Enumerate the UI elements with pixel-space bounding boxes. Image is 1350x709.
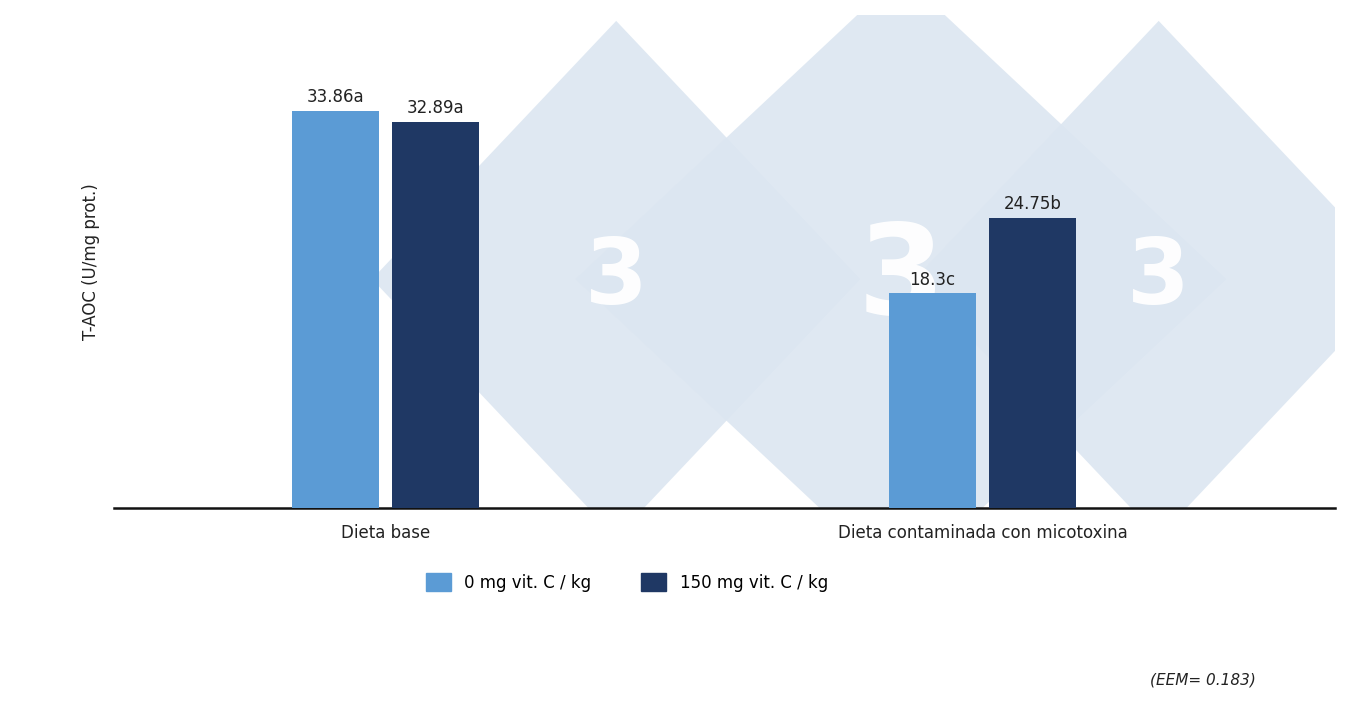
Polygon shape — [914, 21, 1350, 537]
Text: 3: 3 — [585, 235, 648, 323]
Bar — [392, 122, 479, 508]
Y-axis label: T-AOC (U/mg prot.): T-AOC (U/mg prot.) — [82, 183, 100, 340]
Polygon shape — [575, 0, 1227, 584]
Text: (EEM= 0.183): (EEM= 0.183) — [1150, 673, 1256, 688]
Legend: 0 mg vit. C / kg, 150 mg vit. C / kg: 0 mg vit. C / kg, 150 mg vit. C / kg — [420, 566, 834, 598]
Bar — [890, 294, 976, 508]
Text: 24.75b: 24.75b — [1003, 195, 1061, 213]
Text: 18.3c: 18.3c — [910, 271, 956, 289]
Bar — [990, 218, 1076, 508]
Text: 32.89a: 32.89a — [406, 99, 464, 117]
Polygon shape — [373, 21, 860, 537]
Text: 33.86a: 33.86a — [306, 88, 364, 106]
Text: 3: 3 — [857, 218, 945, 340]
Text: 3: 3 — [1127, 235, 1191, 323]
Bar — [293, 111, 379, 508]
